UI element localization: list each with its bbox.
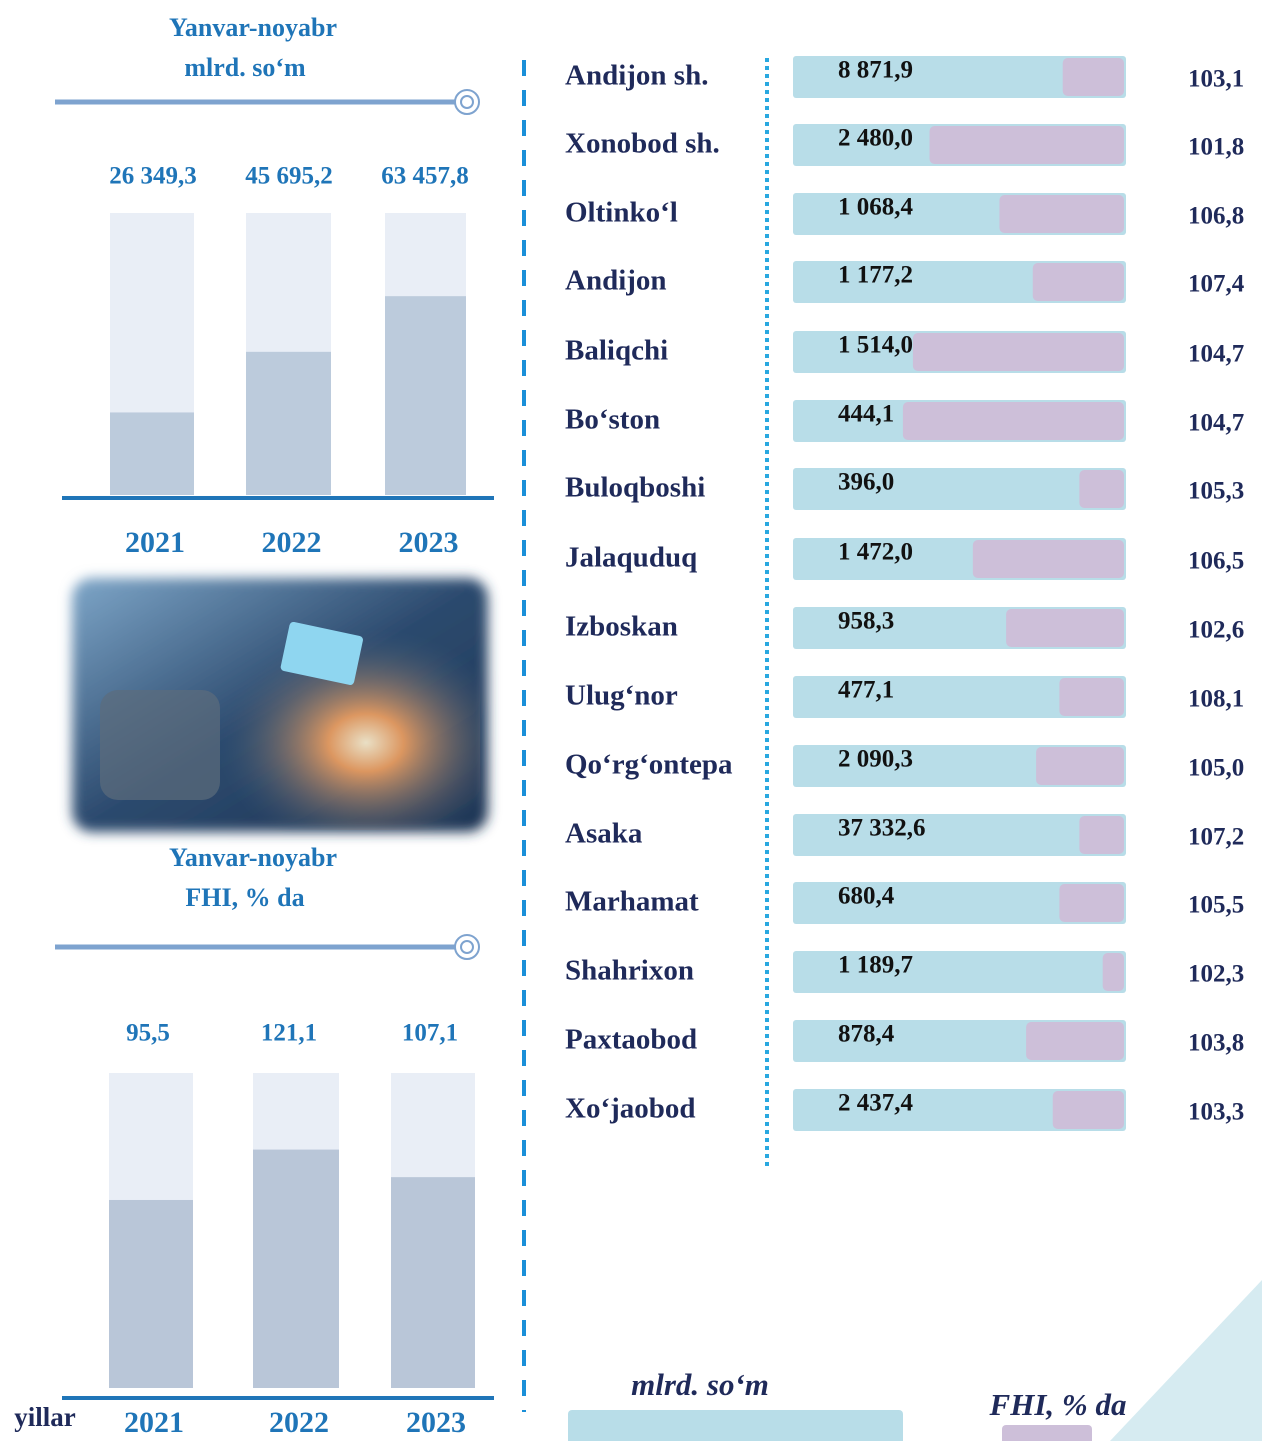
row-bar-segment xyxy=(1063,58,1124,96)
row-bar-segment xyxy=(1033,263,1124,301)
chart-subtitle: FHI, % da xyxy=(185,883,304,912)
x-axis-label: yillar xyxy=(14,1402,76,1432)
fhi-value: 101,8 xyxy=(1188,134,1244,161)
volume-value: 680,4 xyxy=(838,883,895,910)
legend-swatch xyxy=(1002,1425,1092,1441)
x-tick-label: 2021 xyxy=(125,526,185,559)
header-dot-inner xyxy=(461,96,473,108)
region-name: Paxtaobod xyxy=(565,1024,697,1056)
volume-value: 396,0 xyxy=(838,469,894,496)
fhi-value: 104,7 xyxy=(1188,341,1244,368)
row-bar-segment xyxy=(1059,884,1124,922)
chart-title: Yanvar-noyabr xyxy=(169,13,337,42)
region-name: Baliqchi xyxy=(565,335,668,367)
volume-value: 2 480,0 xyxy=(838,125,913,152)
fhi-value: 102,3 xyxy=(1188,961,1244,988)
fhi-value: 107,2 xyxy=(1188,824,1244,851)
row-bar-segment xyxy=(1103,953,1124,991)
fhi-value: 105,0 xyxy=(1188,755,1244,782)
region-name: Xonobod sh. xyxy=(565,128,720,160)
row-bar-segment xyxy=(973,540,1124,578)
volume-value: 1 514,0 xyxy=(838,332,913,359)
volume-value: 37 332,6 xyxy=(838,815,926,842)
value-label: 45 695,2 xyxy=(245,163,333,190)
fhi-value: 103,3 xyxy=(1188,1099,1244,1126)
x-tick-label: 2023 xyxy=(399,526,459,559)
fhi-value: 106,5 xyxy=(1188,548,1244,575)
chart-title: Yanvar-noyabr xyxy=(169,843,337,872)
region-name: Shahrixon xyxy=(565,955,694,987)
region-name: Andijon xyxy=(565,265,667,297)
legend-label: FHI, % da xyxy=(989,1387,1127,1422)
row-bar-segment xyxy=(913,333,1124,371)
legend-swatch xyxy=(568,1410,903,1441)
volume-value: 444,1 xyxy=(838,401,894,428)
region-name: Ulug‘nor xyxy=(565,680,678,712)
x-tick-label: 2021 xyxy=(124,1406,184,1439)
fhi-value: 107,4 xyxy=(1188,271,1245,298)
bar xyxy=(385,296,466,495)
photo xyxy=(72,578,488,832)
volume-value: 1 177,2 xyxy=(838,262,913,289)
fhi-value: 108,1 xyxy=(1188,686,1244,713)
volume-value: 477,1 xyxy=(838,677,894,704)
row-bar-segment xyxy=(1036,747,1124,785)
volume-value: 958,3 xyxy=(838,608,894,635)
row-bar-segment xyxy=(999,195,1124,233)
row-bar-segment xyxy=(1026,1022,1124,1060)
legend-label: mlrd. so‘m xyxy=(631,1367,769,1402)
region-name: Xo‘jaobod xyxy=(565,1093,696,1125)
region-name: Qo‘rg‘ontepa xyxy=(565,749,733,781)
fhi-value: 106,8 xyxy=(1188,203,1244,230)
row-bar-segment xyxy=(1079,816,1124,854)
value-label: 95,5 xyxy=(126,1020,170,1047)
value-label: 26 349,3 xyxy=(109,163,197,190)
chart-subtitle: mlrd. so‘m xyxy=(184,53,306,82)
x-tick-label: 2022 xyxy=(269,1406,329,1439)
region-name: Bo‘ston xyxy=(565,404,660,436)
volume-value: 2 437,4 xyxy=(838,1090,914,1117)
value-label: 107,1 xyxy=(402,1020,458,1047)
fhi-value: 105,5 xyxy=(1188,892,1244,919)
header-dot-inner xyxy=(461,941,473,953)
legend: mlrd. so‘m FHI, % da xyxy=(568,1367,1126,1441)
right-panel: Andijon sh. 8 871,9 103,1 Xonobod sh. 2 480,… xyxy=(565,56,1245,1131)
bar xyxy=(109,1200,193,1388)
bar xyxy=(110,412,194,495)
row-bar-segment xyxy=(903,402,1124,440)
region-name: Andijon sh. xyxy=(565,60,708,92)
row-bar-segment xyxy=(1053,1091,1124,1129)
volume-value: 1 068,4 xyxy=(838,194,914,221)
fhi-value: 103,1 xyxy=(1188,66,1244,93)
region-name: Jalaquduq xyxy=(565,542,697,574)
x-tick-label: 2022 xyxy=(262,526,322,559)
fhi-value: 102,6 xyxy=(1188,617,1244,644)
volume-value: 1 472,0 xyxy=(838,539,913,566)
fhi-value: 104,7 xyxy=(1188,410,1244,437)
value-label: 121,1 xyxy=(261,1020,317,1047)
bar xyxy=(253,1150,339,1388)
fhi-value: 103,8 xyxy=(1188,1030,1244,1057)
volume-value: 2 090,3 xyxy=(838,746,913,773)
region-name: Asaka xyxy=(565,818,643,850)
value-label: 63 457,8 xyxy=(381,163,469,190)
volume-value: 8 871,9 xyxy=(838,57,913,84)
fhi-value: 105,3 xyxy=(1188,478,1244,505)
bar xyxy=(391,1177,475,1388)
row-bar-segment xyxy=(1079,470,1124,508)
corner-decoration xyxy=(1110,1280,1262,1441)
region-name: Oltinko‘l xyxy=(565,197,678,229)
volume-value: 1 189,7 xyxy=(838,952,913,979)
row-bar-segment xyxy=(1059,678,1124,716)
x-tick-label: 2023 xyxy=(406,1406,466,1439)
region-name: Marhamat xyxy=(565,886,699,918)
region-name: Izboskan xyxy=(565,611,678,643)
page: Yanvar-noyabr mlrd. so‘m 26 349,3 2021 45 69… xyxy=(0,0,1262,1441)
region-name: Buloqboshi xyxy=(565,472,705,504)
volume-value: 878,4 xyxy=(838,1021,895,1048)
bar xyxy=(246,352,331,495)
row-bar-segment xyxy=(1006,609,1124,647)
row-bar-segment xyxy=(930,126,1124,164)
